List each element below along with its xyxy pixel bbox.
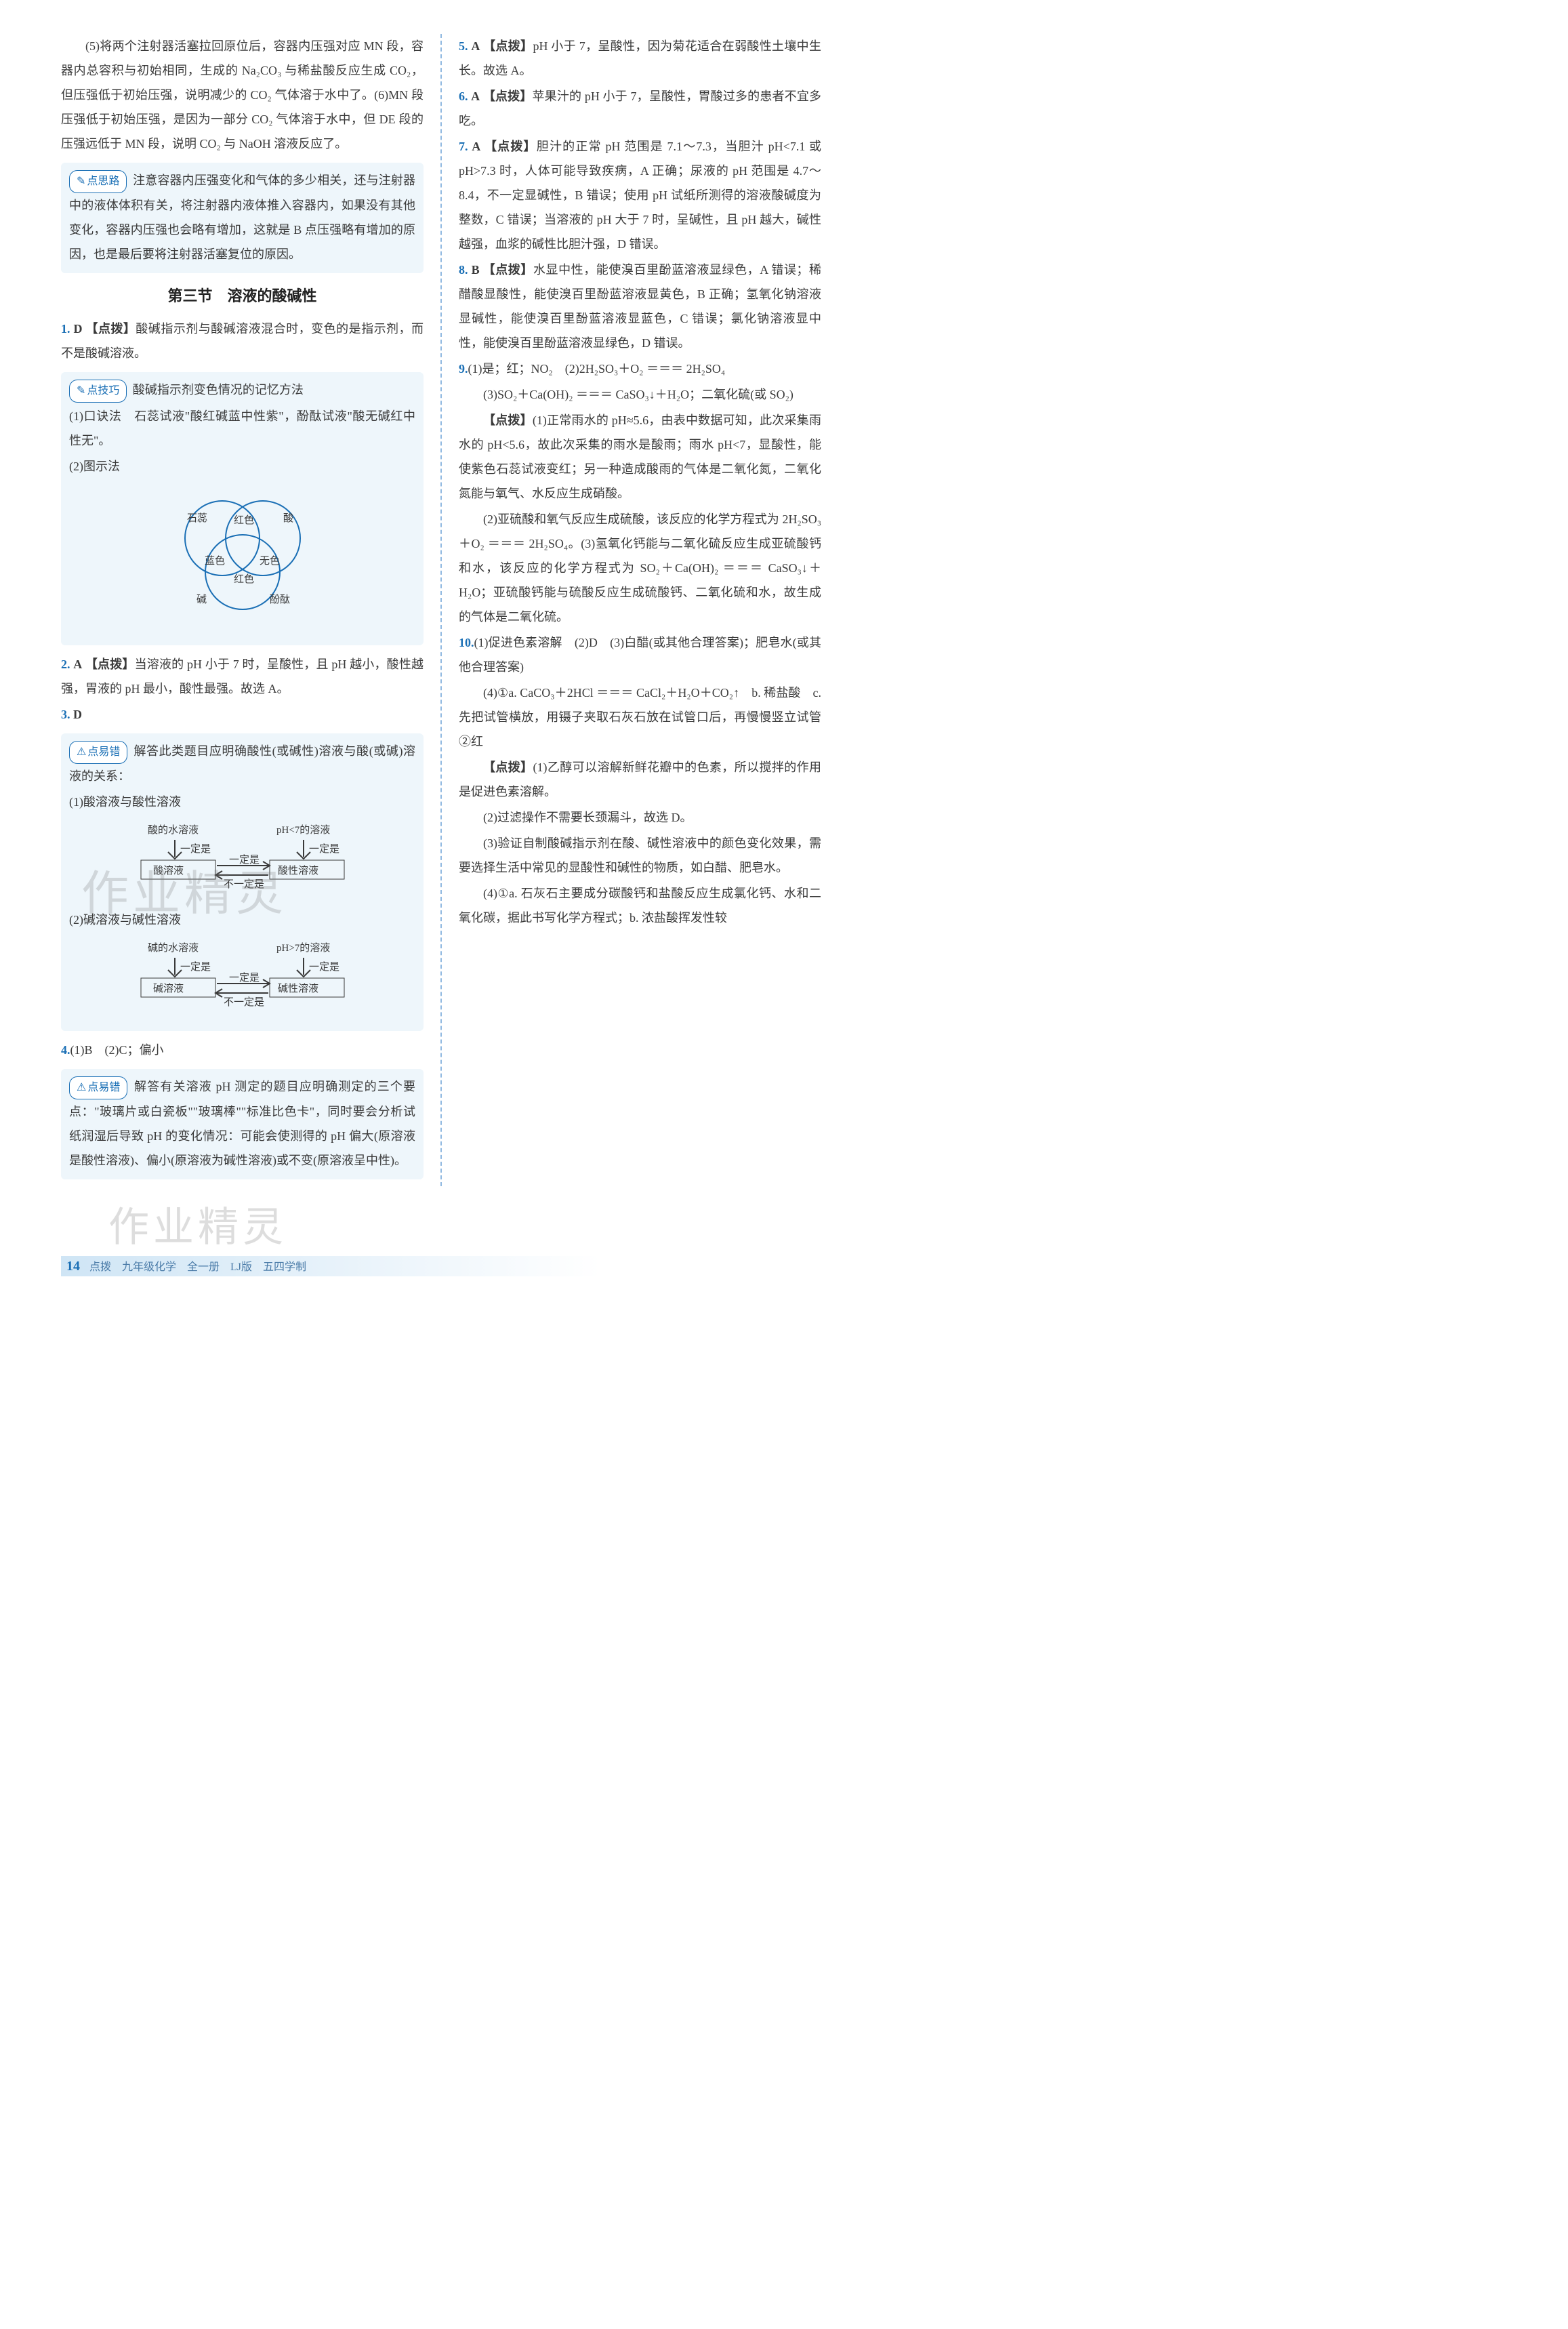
callout-yicuo-1: ⚠点易错 解答此类题目应明确酸性(或碱性)溶液与酸(或碱)溶液的关系： (1)酸… xyxy=(61,733,424,1031)
svg-text:石蕊: 石蕊 xyxy=(187,512,207,524)
q10-b2: (2)过滤操作不需要长颈漏斗，故选 D。 xyxy=(459,805,821,830)
svg-text:红色: 红色 xyxy=(234,573,254,585)
callout-head-jiqiao: ✎点技巧 xyxy=(69,380,127,403)
callout-head-yicuo-2: ⚠点易错 xyxy=(69,1076,127,1099)
svg-text:一定是: 一定是 xyxy=(180,843,211,855)
q9-l2: (3)SO₂＋Ca(OH)₂ ＝＝＝ CaSO₃↓＋H₂O；二氧化硫(或 SO₂… xyxy=(459,382,821,407)
svg-text:酚酞: 酚酞 xyxy=(270,594,290,605)
q7: 7. A 【点拨】胆汁的正常 pH 范围是 7.1～7.3，当胆汁 pH<7.1… xyxy=(459,134,821,256)
svg-text:碱性溶液: 碱性溶液 xyxy=(278,983,318,994)
left-column: (5)将两个注射器活塞拉回原位后，容器内压强对应 MN 段，容器内总容积与初始相… xyxy=(61,34,434,1186)
callout-head-silu: ✎点思路 xyxy=(69,170,127,193)
yicuo-l2: (2)碱溶液与碱性溶液 xyxy=(69,908,415,932)
q9-hint: 【点拨】(1)正常雨水的 pH≈5.6，由表中数据可知，此次采集雨水的 pH<5… xyxy=(459,408,821,506)
svg-text:一定是: 一定是 xyxy=(309,961,339,973)
q10-l1: 10.(1)促进色素溶解 (2)D (3)白醋(或其他合理答案)；肥皂水(或其他… xyxy=(459,630,821,679)
q10-b4: (4)①a. 石灰石主要成分碳酸钙和盐酸反应生成氯化钙、水和二氧化碳，据此书写化… xyxy=(459,881,821,930)
svg-text:一定是: 一定是 xyxy=(180,961,211,973)
bell-icon: ⚠ xyxy=(77,1077,86,1099)
column-divider xyxy=(440,34,442,1186)
callout-silu: ✎点思路 注意容器内压强变化和气体的多少相关，还与注射器中的液体体积有关，将注射… xyxy=(61,163,424,273)
svg-text:碱溶液: 碱溶液 xyxy=(153,983,184,994)
svg-text:红色: 红色 xyxy=(234,514,254,526)
page-root: (5)将两个注射器活塞拉回原位后，容器内压强对应 MN 段，容器内总容积与初始相… xyxy=(0,0,872,1227)
yicuo-l1: (1)酸溶液与酸性溶液 xyxy=(69,790,415,814)
svg-text:酸: 酸 xyxy=(283,512,293,524)
svg-text:碱: 碱 xyxy=(197,594,207,605)
svg-text:酸的水溶液: 酸的水溶液 xyxy=(148,824,199,836)
svg-text:不一定是: 不一定是 xyxy=(224,996,264,1008)
svg-text:一定是: 一定是 xyxy=(229,854,260,866)
q10-l2: (4)①a. CaCO₃＋2HCl ＝＝＝ CaCl₂＋H₂O＋CO₂↑ b. … xyxy=(459,681,821,754)
jiqiao-l2: (2)图示法 xyxy=(69,454,415,479)
pencil-icon: ✎ xyxy=(77,380,85,402)
q9-l1: 9.(1)是；红；NO₂ (2)2H₂SO₃＋O₂ ＝＝＝ 2H₂SO₄ xyxy=(459,357,821,381)
flow-base: 碱的水溶液 pH>7的溶液 一定是 一定是 碱溶液 碱性溶液 一定是 不一定是 xyxy=(69,937,415,1020)
svg-text:酸性溶液: 酸性溶液 xyxy=(278,865,318,876)
svg-text:酸溶液: 酸溶液 xyxy=(153,865,184,876)
svg-text:无色: 无色 xyxy=(260,555,280,567)
flow-acid: 酸的水溶液 pH<7的溶液 一定是 一定是 酸溶液 酸性溶液 一定是 不一定是 xyxy=(69,819,415,902)
q4: 4.(1)B (2)C；偏小 xyxy=(61,1038,424,1062)
svg-text:蓝色: 蓝色 xyxy=(205,555,225,567)
q8: 8. B 【点拨】水显中性，能使溴百里酚蓝溶液显绿色，A 错误；稀醋酸显酸性，能… xyxy=(459,258,821,355)
venn-diagram: 石蕊 酸 碱 酚酞 红色 无色 蓝色 红色 xyxy=(69,484,415,634)
q9-body2: (2)亚硫酸和氧气反应生成硫酸，该反应的化学方程式为 2H₂SO₃＋O₂ ＝＝＝… xyxy=(459,507,821,629)
q6: 6. A 【点拨】苹果汁的 pH 小于 7，呈酸性，胃酸过多的患者不宜多吃。 xyxy=(459,84,821,133)
para-5-6: (5)将两个注射器活塞拉回原位后，容器内压强对应 MN 段，容器内总容积与初始相… xyxy=(61,34,424,156)
q10-b3: (3)验证自制酸碱指示剂在酸、碱性溶液中的颜色变化效果，需要选择生活中常见的显酸… xyxy=(459,831,821,880)
page-footer: 14 点拨 九年级化学 全一册 LJ版 五四学制 xyxy=(61,1256,831,1276)
svg-text:一定是: 一定是 xyxy=(229,972,260,984)
right-column: 5. A 【点拨】pH 小于 7，呈酸性，因为菊花适合在弱酸性土壤中生长。故选 … xyxy=(449,34,821,1186)
callout-jiqiao: ✎点技巧 酸碱指示剂变色情况的记忆方法 (1)口诀法 石蕊试液"酸红碱蓝中性紫"… xyxy=(61,372,424,645)
bell-icon: ⚠ xyxy=(77,742,86,763)
pencil-icon: ✎ xyxy=(77,171,85,193)
svg-text:pH>7的溶液: pH>7的溶液 xyxy=(276,942,330,954)
callout-yicuo-2: ⚠点易错 解答有关溶液 pH 测定的题目应明确测定的三个要点："玻璃片或白瓷板"… xyxy=(61,1069,424,1179)
q10-hint: 【点拨】(1)乙醇可以溶解新鲜花瓣中的色素，所以搅拌的作用是促进色素溶解。 xyxy=(459,755,821,804)
q2: 2. A 【点拨】当溶液的 pH 小于 7 时，呈酸性，且 pH 越小，酸性越强… xyxy=(61,652,424,701)
q5: 5. A 【点拨】pH 小于 7，呈酸性，因为菊花适合在弱酸性土壤中生长。故选 … xyxy=(459,34,821,83)
q1: 1. D 【点拨】酸碱指示剂与酸碱溶液混合时，变色的是指示剂，而不是酸碱溶液。 xyxy=(61,317,424,365)
jiqiao-l1: (1)口诀法 石蕊试液"酸红碱蓝中性紫"，酚酞试液"酸无碱红中性无"。 xyxy=(69,404,415,453)
footer-text: 点拨 九年级化学 全一册 LJ版 五四学制 xyxy=(89,1261,306,1273)
svg-text:一定是: 一定是 xyxy=(309,843,339,855)
svg-text:不一定是: 不一定是 xyxy=(224,878,264,890)
section-title: 第三节 溶液的酸碱性 xyxy=(61,281,424,311)
q3: 3. D xyxy=(61,702,424,727)
page-number: 14 xyxy=(66,1259,80,1274)
callout-head-yicuo: ⚠点易错 xyxy=(69,741,127,764)
svg-text:pH<7的溶液: pH<7的溶液 xyxy=(276,824,330,836)
svg-text:碱的水溶液: 碱的水溶液 xyxy=(148,942,199,954)
